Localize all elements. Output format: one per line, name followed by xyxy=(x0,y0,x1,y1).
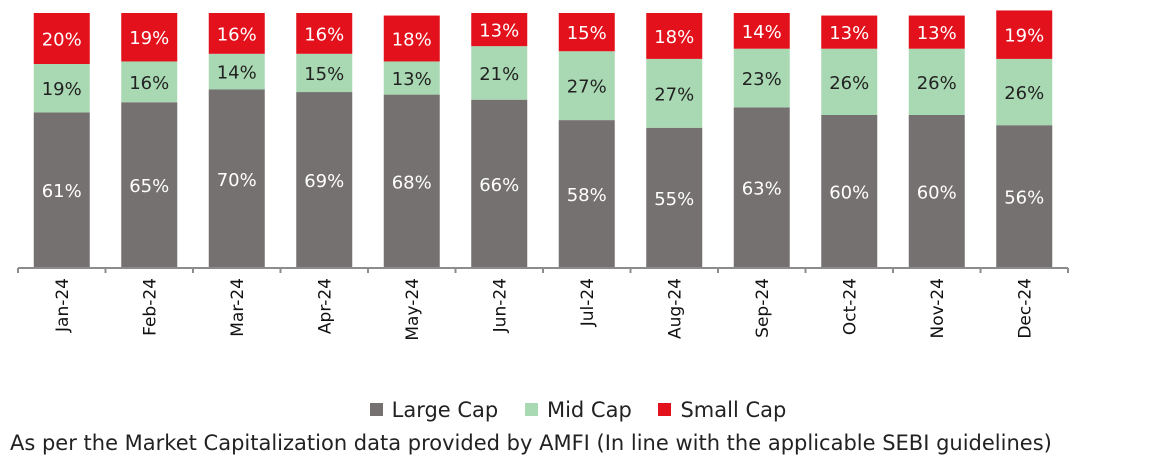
bar-mid-cap-jan-24 xyxy=(33,64,90,113)
data-label-small-cap-jul-24: 15% xyxy=(567,23,607,44)
data-label-small-cap-feb-24: 19% xyxy=(129,28,169,49)
stacked-bar-chart: 61% 19% 20% Jan-24 65% 16% 19% Feb-24 70% 14% 16% M… xyxy=(17,10,1069,341)
bar-large-cap-jun-24 xyxy=(471,99,528,268)
x-tick-label-aug-24: Aug-24 xyxy=(665,278,685,339)
x-tick-label-nov-24: Nov-24 xyxy=(928,278,948,339)
legend-swatch-small-cap xyxy=(658,403,672,416)
bar-large-cap-nov-24 xyxy=(908,115,965,268)
bar-large-cap-oct-24 xyxy=(821,115,878,268)
data-label-mid-cap-nov-24: 26% xyxy=(917,73,957,94)
data-label-large-cap-feb-24: 65% xyxy=(129,176,169,197)
data-label-large-cap-jul-24: 58% xyxy=(567,185,607,206)
bar-small-cap-apr-24 xyxy=(296,13,353,54)
bar-large-cap-apr-24 xyxy=(296,92,353,268)
bar-large-cap-dec-24 xyxy=(996,125,1053,268)
data-label-small-cap-sep-24: 14% xyxy=(742,22,782,43)
data-label-large-cap-sep-24: 63% xyxy=(742,179,782,200)
legend-label-mid-cap: Mid Cap xyxy=(546,398,632,422)
data-label-small-cap-dec-24: 19% xyxy=(1004,26,1044,47)
bar-mid-cap-jul-24 xyxy=(558,51,615,121)
bar-large-cap-jul-24 xyxy=(558,120,615,268)
bar-small-cap-feb-24 xyxy=(121,13,178,62)
bar-small-cap-jun-24 xyxy=(471,13,528,47)
data-label-mid-cap-may-24: 13% xyxy=(392,69,432,90)
bar-mid-cap-feb-24 xyxy=(121,61,178,103)
bar-large-cap-feb-24 xyxy=(121,102,178,268)
x-tick-label-oct-24: Oct-24 xyxy=(840,278,860,335)
bar-mid-cap-nov-24 xyxy=(908,48,965,116)
bar-small-cap-dec-24 xyxy=(996,10,1053,59)
bar-mid-cap-sep-24 xyxy=(733,48,790,108)
bar-mid-cap-may-24 xyxy=(383,61,440,95)
x-tick-label-mar-24: Mar-24 xyxy=(228,278,248,337)
data-label-large-cap-oct-24: 60% xyxy=(829,183,869,204)
data-label-large-cap-jan-24: 61% xyxy=(42,181,82,202)
bar-small-cap-nov-24 xyxy=(908,15,965,49)
legend-swatch-large-cap xyxy=(369,403,383,416)
data-label-small-cap-aug-24: 18% xyxy=(654,27,694,48)
bar-mid-cap-apr-24 xyxy=(296,53,353,93)
data-label-small-cap-oct-24: 13% xyxy=(829,23,869,44)
bar-mid-cap-oct-24 xyxy=(821,48,878,116)
bar-mid-cap-mar-24 xyxy=(208,53,265,90)
data-label-small-cap-may-24: 18% xyxy=(392,30,432,51)
data-label-mid-cap-sep-24: 23% xyxy=(742,69,782,90)
x-tick-label-feb-24: Feb-24 xyxy=(140,278,160,336)
bar-small-cap-may-24 xyxy=(383,15,440,62)
legend-item-mid-cap: Mid Cap xyxy=(524,398,632,422)
bar-small-cap-oct-24 xyxy=(821,15,878,49)
data-label-mid-cap-mar-24: 14% xyxy=(217,63,257,84)
chart-legend: Large Cap Mid Cap Small Cap xyxy=(0,398,1156,422)
bar-small-cap-mar-24 xyxy=(208,13,265,54)
data-label-large-cap-jun-24: 66% xyxy=(479,175,519,196)
bar-large-cap-mar-24 xyxy=(208,89,265,268)
data-label-large-cap-dec-24: 56% xyxy=(1004,188,1044,209)
bar-large-cap-jan-24 xyxy=(33,112,90,268)
data-label-small-cap-apr-24: 16% xyxy=(304,24,344,45)
bar-small-cap-jan-24 xyxy=(33,13,90,64)
bar-large-cap-may-24 xyxy=(383,94,440,268)
bar-large-cap-sep-24 xyxy=(733,107,790,268)
data-label-small-cap-jan-24: 20% xyxy=(42,30,82,51)
data-label-large-cap-mar-24: 70% xyxy=(217,170,257,191)
data-label-large-cap-may-24: 68% xyxy=(392,172,432,193)
x-tick-label-dec-24: Dec-24 xyxy=(1015,278,1035,339)
bar-small-cap-aug-24 xyxy=(646,13,703,59)
data-label-mid-cap-aug-24: 27% xyxy=(654,84,694,105)
legend-label-large-cap: Large Cap xyxy=(391,398,499,422)
data-label-mid-cap-jan-24: 19% xyxy=(42,79,82,100)
data-label-large-cap-apr-24: 69% xyxy=(304,171,344,192)
x-tick-label-apr-24: Apr-24 xyxy=(315,278,335,334)
data-label-mid-cap-jul-24: 27% xyxy=(567,77,607,98)
legend-item-small-cap: Small Cap xyxy=(658,398,786,422)
x-tick-label-sep-24: Sep-24 xyxy=(753,278,773,338)
data-label-mid-cap-jun-24: 21% xyxy=(479,64,519,85)
x-tick-label-may-24: May-24 xyxy=(403,278,423,341)
legend-label-small-cap: Small Cap xyxy=(680,398,787,422)
data-label-mid-cap-oct-24: 26% xyxy=(829,73,869,94)
bar-mid-cap-aug-24 xyxy=(646,58,703,128)
legend-swatch-mid-cap xyxy=(524,403,538,416)
x-tick-label-jul-24: Jul-24 xyxy=(578,278,598,327)
bar-mid-cap-jun-24 xyxy=(471,46,528,100)
data-label-small-cap-jun-24: 13% xyxy=(479,21,519,42)
data-label-small-cap-nov-24: 13% xyxy=(917,23,957,44)
bar-mid-cap-dec-24 xyxy=(996,58,1053,126)
x-tick-label-jun-24: Jun-24 xyxy=(490,278,510,333)
data-label-mid-cap-feb-24: 16% xyxy=(129,73,169,94)
legend-item-large-cap: Large Cap xyxy=(369,398,499,422)
data-label-large-cap-nov-24: 60% xyxy=(917,183,957,204)
data-label-small-cap-mar-24: 16% xyxy=(217,24,257,45)
bar-small-cap-jul-24 xyxy=(558,13,615,52)
data-label-mid-cap-apr-24: 15% xyxy=(304,64,344,85)
bar-small-cap-sep-24 xyxy=(733,13,790,49)
chart-footnote: As per the Market Capitalization data pr… xyxy=(10,431,1052,455)
bar-large-cap-aug-24 xyxy=(646,127,703,268)
x-tick-label-jan-24: Jan-24 xyxy=(53,278,73,333)
data-label-mid-cap-dec-24: 26% xyxy=(1004,83,1044,104)
data-label-large-cap-aug-24: 55% xyxy=(654,189,694,210)
